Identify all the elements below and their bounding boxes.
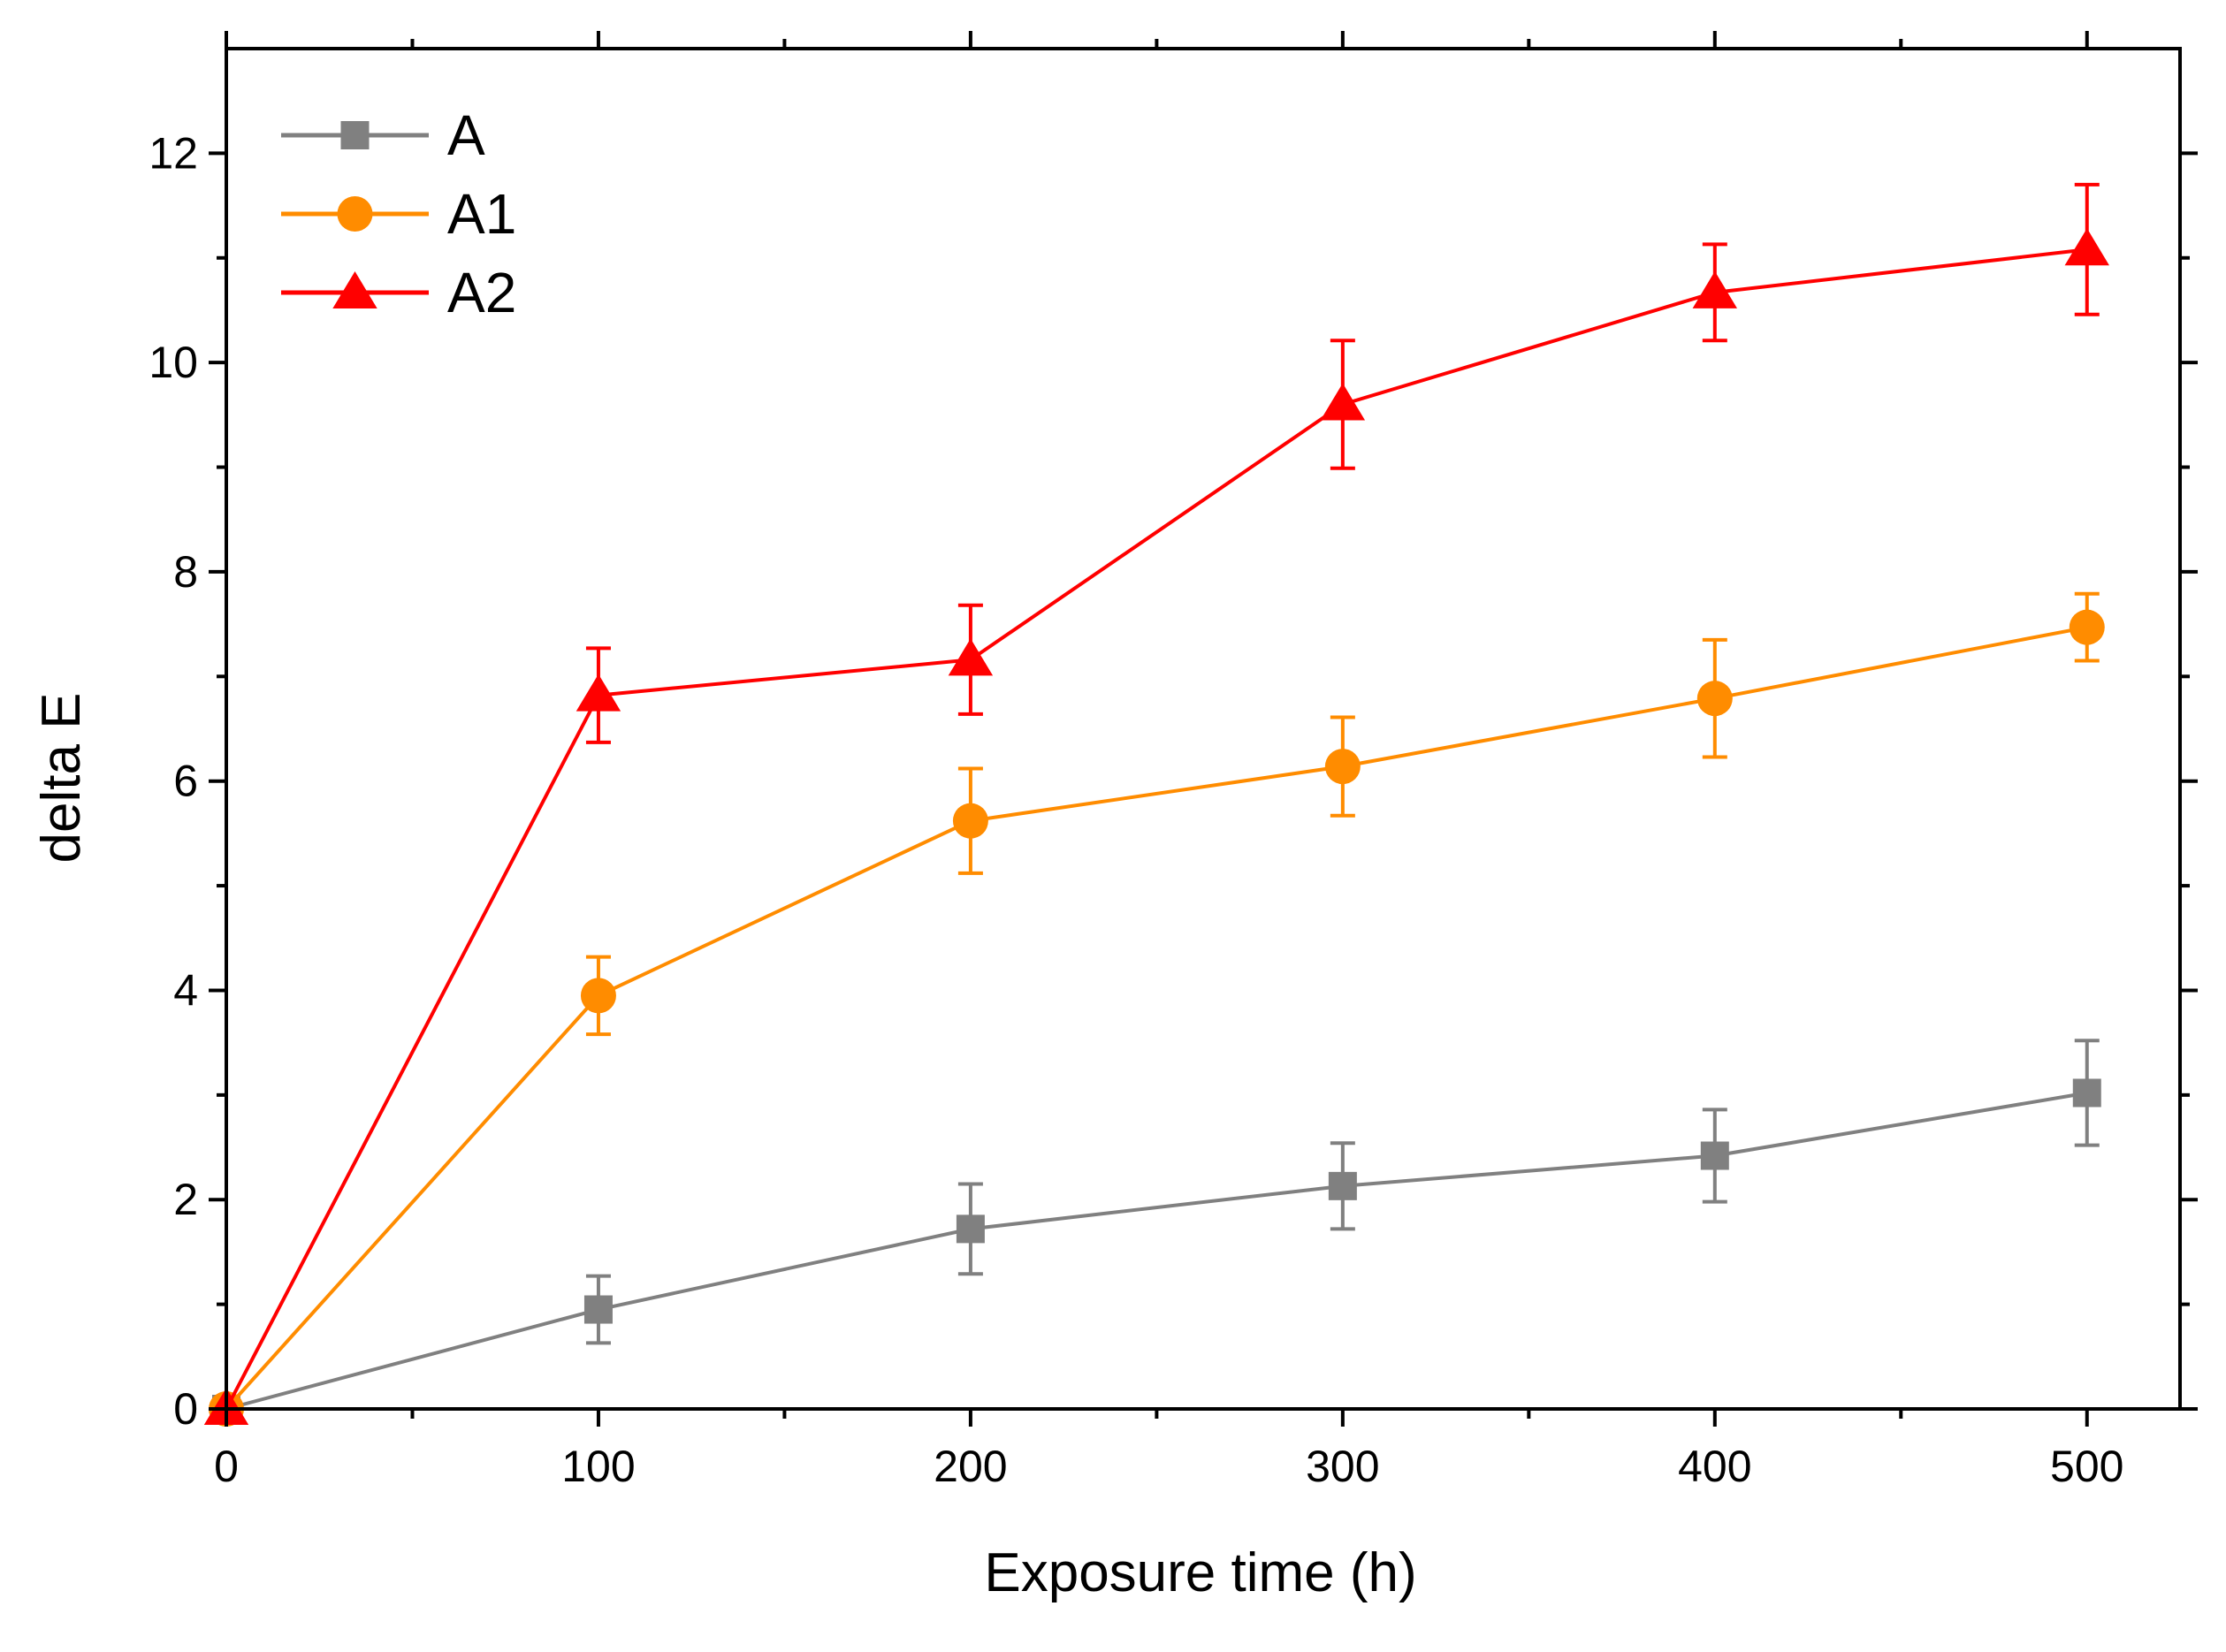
data-point-a2 (1320, 383, 1366, 421)
data-point-a1 (580, 978, 616, 1014)
y-tick-label: 8 (173, 547, 198, 597)
series-a1 (209, 591, 2105, 1427)
legend-label-a: A (447, 103, 485, 167)
y-axis-title: delta E (31, 692, 92, 863)
plot-frame-box (225, 47, 2182, 1411)
axis-ticks: 0 100 200 300 400 500 0 2 4 6 8 10 12 (149, 31, 2198, 1491)
data-point-a (1700, 1141, 1729, 1170)
data-point-a1 (952, 803, 988, 839)
plot-series (203, 182, 2109, 1427)
data-point-a2 (576, 674, 621, 712)
series-line-a1 (225, 625, 2088, 1411)
x-tick-label: 200 (934, 1442, 1007, 1491)
x-tick-label: 500 (2050, 1442, 2123, 1491)
x-tick-label: 400 (1678, 1442, 1751, 1491)
series-a2 (203, 182, 2109, 1425)
legend-label-a1: A1 (447, 182, 516, 246)
legend-marker-a (340, 121, 370, 149)
x-tick-label: 100 (561, 1442, 635, 1491)
y-tick-label: 2 (173, 1175, 198, 1224)
legend-item-a1: A1 (281, 182, 516, 246)
y-tick-label: 12 (149, 128, 198, 178)
data-point-a (956, 1214, 985, 1244)
data-point-a (1328, 1171, 1357, 1200)
data-point-a2 (2064, 228, 2109, 266)
data-point-a1 (2069, 609, 2105, 645)
legend-marker-a1 (337, 196, 373, 232)
legend-item-a: A (281, 103, 485, 167)
series-line-a2 (225, 247, 2087, 1410)
y-tick-label: 6 (173, 757, 198, 806)
series-line-a (225, 1091, 2088, 1411)
data-point-a (583, 1295, 613, 1324)
legend-label-a2: A2 (447, 261, 516, 324)
x-tick-label: 0 (214, 1442, 239, 1491)
legend: A A1 A2 (281, 103, 516, 324)
legend-item-a2: A2 (281, 261, 516, 324)
legend-marker-a2 (332, 271, 377, 308)
y-tick-label: 0 (173, 1384, 198, 1434)
y-tick-label: 10 (149, 338, 198, 387)
plot-frame (225, 47, 2182, 1411)
data-point-a2 (948, 638, 994, 676)
x-tick-label: 300 (1306, 1442, 1379, 1491)
data-point-a (2072, 1078, 2101, 1108)
data-point-a2 (1692, 270, 1738, 308)
x-axis-title: Exposure time (h) (984, 1542, 1416, 1603)
data-point-a1 (1696, 681, 1733, 717)
data-point-a1 (1324, 749, 1361, 785)
y-tick-label: 4 (173, 965, 198, 1015)
